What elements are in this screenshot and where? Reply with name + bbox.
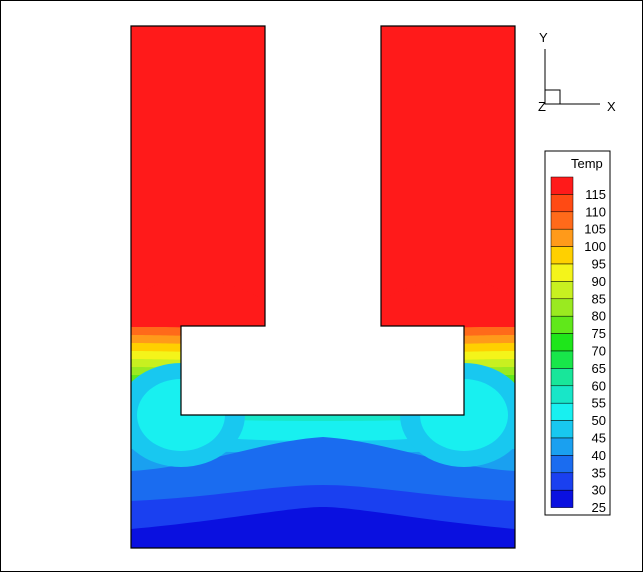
legend-title: Temp xyxy=(571,156,603,171)
contour-band xyxy=(131,278,265,327)
legend-swatch xyxy=(550,368,574,387)
legend-swatch xyxy=(550,246,574,265)
legend-tick-label: 110 xyxy=(585,204,606,219)
legend-tick-label: 95 xyxy=(592,257,606,272)
legend-tick-label: 70 xyxy=(592,344,606,359)
legend-swatch xyxy=(550,420,574,439)
legend-tick-label: 50 xyxy=(592,413,606,428)
legend-swatch xyxy=(550,298,574,317)
legend-tick-label: 85 xyxy=(592,291,606,306)
contour-band xyxy=(131,507,515,548)
legend-tick-label: 90 xyxy=(592,274,606,289)
legend: Temp 115 110 105 100 95 90 85 80 75 70 65 60 55 50 45 4… xyxy=(544,150,611,516)
contour-bands xyxy=(131,26,515,548)
legend-swatch xyxy=(550,350,574,369)
legend-tick-label: 25 xyxy=(592,500,606,515)
legend-swatch xyxy=(550,211,574,230)
legend-swatches xyxy=(550,176,574,508)
triad-y-label: Y xyxy=(539,30,548,45)
legend-swatch xyxy=(550,489,574,508)
legend-tick-label: 30 xyxy=(592,483,606,498)
legend-tick-label: 35 xyxy=(592,465,606,480)
legend-swatch xyxy=(550,402,574,421)
legend-tick-label: 45 xyxy=(592,431,606,446)
legend-tick-label: 75 xyxy=(592,326,606,341)
legend-swatch xyxy=(550,281,574,300)
legend-tick-label: 105 xyxy=(584,222,606,237)
legend-swatch xyxy=(550,228,574,247)
domain-outline xyxy=(130,25,516,549)
legend-swatch xyxy=(550,437,574,456)
legend-tick-label: 40 xyxy=(592,448,606,463)
legend-tick-label: 55 xyxy=(592,396,606,411)
triad-z-box xyxy=(544,89,561,105)
axis-triad: Y X Z xyxy=(538,30,616,114)
legend-swatch xyxy=(550,472,574,491)
legend-swatch xyxy=(550,333,574,352)
legend-swatch xyxy=(550,455,574,474)
legend-tick-label: 60 xyxy=(592,378,606,393)
legend-swatch xyxy=(550,194,574,213)
contour-band xyxy=(381,278,515,327)
legend-swatch xyxy=(550,315,574,334)
legend-tick-label: 100 xyxy=(584,239,606,254)
legend-labels: 115 110 105 100 95 90 85 80 75 70 65 60 55 50 45 40 35 30… xyxy=(584,187,606,515)
legend-swatch xyxy=(550,263,574,282)
legend-swatch xyxy=(550,176,574,195)
legend-tick-label: 65 xyxy=(592,361,606,376)
triad-x-label: X xyxy=(607,99,616,114)
legend-tick-label: 115 xyxy=(585,187,606,202)
triad-z-label: Z xyxy=(538,99,546,114)
legend-swatch xyxy=(550,385,574,404)
legend-tick-label: 80 xyxy=(592,309,606,324)
